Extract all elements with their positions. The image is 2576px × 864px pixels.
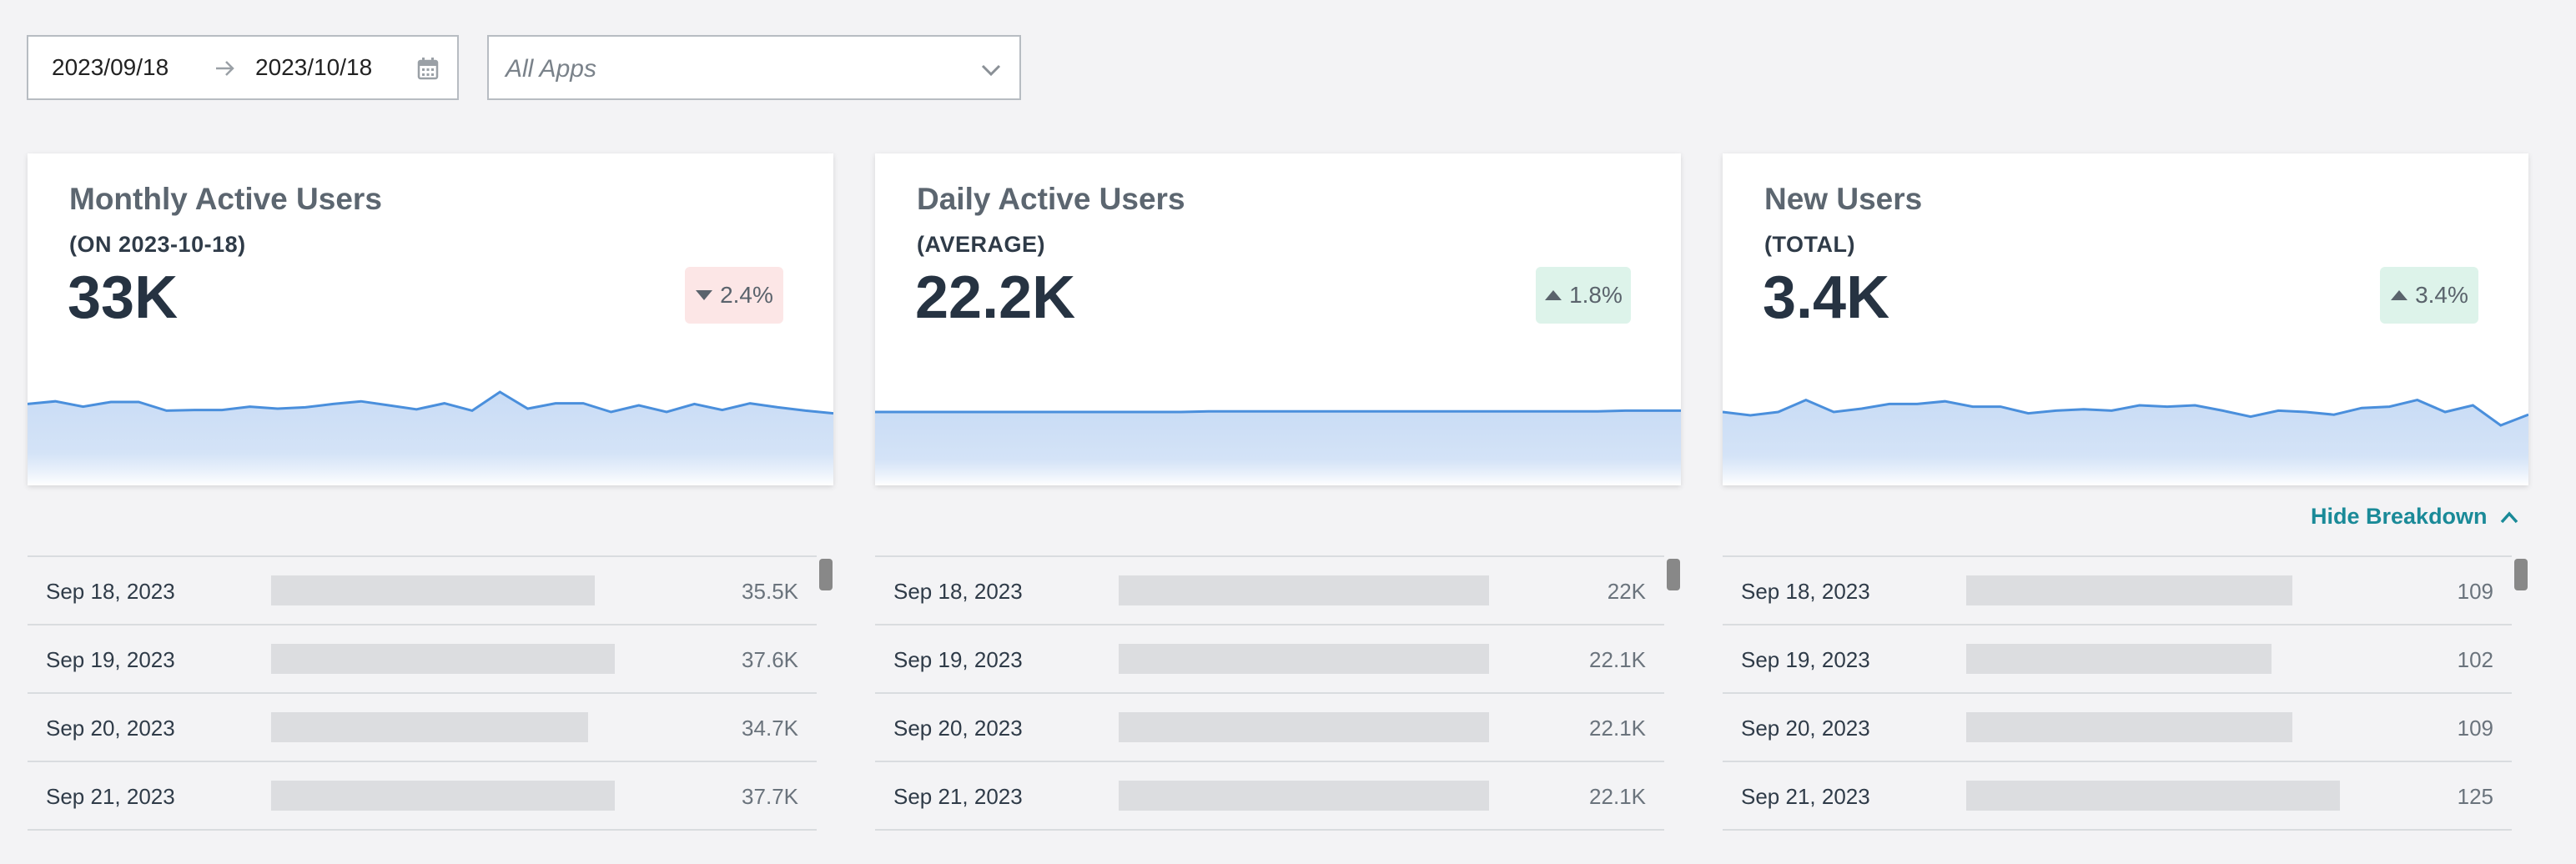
row-value: 37.6K xyxy=(742,647,798,672)
row-date: Sep 20, 2023 xyxy=(893,716,1023,741)
row-bar xyxy=(1119,644,1489,674)
breakdown-row: Sep 20, 2023 34.7K xyxy=(28,692,817,761)
row-value: 125 xyxy=(2457,784,2493,809)
row-value: 22.1K xyxy=(1589,716,1646,741)
change-badge: 1.8% xyxy=(1536,267,1631,324)
row-value: 22K xyxy=(1607,579,1646,604)
hide-breakdown-button[interactable]: Hide Breakdown xyxy=(2311,504,2519,530)
scrollbar-thumb[interactable] xyxy=(819,559,833,590)
row-date: Sep 19, 2023 xyxy=(893,647,1023,672)
sparkline-area xyxy=(875,410,1681,485)
change-value: 2.4% xyxy=(720,282,773,308)
row-bar xyxy=(1966,712,2292,742)
metric-card-monthly-active-users: Monthly Active Users (ON 2023-10-18) 33K… xyxy=(28,153,833,485)
row-value: 37.7K xyxy=(742,784,798,809)
sparkline-area xyxy=(28,392,833,485)
change-badge: 3.4% xyxy=(2380,267,2478,324)
sparkline-area xyxy=(1723,399,2528,485)
sparkline-chart xyxy=(1723,398,2528,485)
change-value: 1.8% xyxy=(1569,282,1623,308)
chevron-up-icon xyxy=(2500,510,2518,523)
row-bar xyxy=(1119,781,1489,811)
triangle-down-icon xyxy=(696,290,713,300)
row-bar xyxy=(1966,575,2292,605)
scrollbar-thumb[interactable] xyxy=(1667,559,1680,590)
card-subtitle: (AVERAGE) xyxy=(917,232,1046,257)
breakdown-row: Sep 18, 2023 109 xyxy=(1723,555,2512,624)
sparkline-line xyxy=(1723,398,2528,427)
row-date: Sep 20, 2023 xyxy=(46,716,175,741)
app-select-dropdown[interactable]: All Apps xyxy=(487,35,1021,100)
card-value: 22.2K xyxy=(915,264,1076,331)
sparkline-chart xyxy=(28,390,833,485)
row-bar xyxy=(1966,781,2340,811)
sparkline-chart xyxy=(875,409,1681,485)
breakdown-row: Sep 21, 2023 125 xyxy=(1723,761,2512,831)
row-date: Sep 19, 2023 xyxy=(1741,647,1870,672)
row-bar xyxy=(271,644,615,674)
card-title: New Users xyxy=(1764,182,1923,216)
triangle-up-icon xyxy=(2391,290,2408,300)
row-date: Sep 21, 2023 xyxy=(1741,784,1870,809)
row-value: 109 xyxy=(2457,716,2493,741)
arrow-right-icon xyxy=(216,61,234,76)
row-value: 22.1K xyxy=(1589,647,1646,672)
row-date: Sep 18, 2023 xyxy=(893,579,1023,604)
row-bar xyxy=(271,781,615,811)
end-date[interactable]: 2023/10/18 xyxy=(255,54,373,80)
scrollbar-thumb[interactable] xyxy=(2514,559,2528,590)
row-bar xyxy=(271,712,588,742)
card-subtitle: (TOTAL) xyxy=(1764,232,1855,257)
breakdown-row: Sep 18, 2023 22K xyxy=(875,555,1664,624)
row-value: 102 xyxy=(2457,647,2493,672)
card-title: Monthly Active Users xyxy=(69,182,382,216)
date-range-picker[interactable]: 2023/09/18 2023/10/18 xyxy=(27,35,459,100)
change-badge: 2.4% xyxy=(685,267,783,324)
breakdown-row: Sep 18, 2023 35.5K xyxy=(28,555,817,624)
breakdown-row: Sep 19, 2023 37.6K xyxy=(28,624,817,692)
app-select-value: All Apps xyxy=(506,55,596,83)
breakdown-row: Sep 21, 2023 37.7K xyxy=(28,761,817,831)
breakdown-row: Sep 19, 2023 22.1K xyxy=(875,624,1664,692)
breakdown-row: Sep 20, 2023 109 xyxy=(1723,692,2512,761)
triangle-up-icon xyxy=(1545,290,1562,300)
metric-card-new-users: New Users (TOTAL) 3.4K 3.4% xyxy=(1723,153,2528,485)
row-bar xyxy=(1119,712,1489,742)
card-title: Daily Active Users xyxy=(917,182,1185,216)
breakdown-list-monthly-active-users: Sep 18, 2023 35.5K Sep 19, 2023 37.6K Sep 20… xyxy=(28,555,817,831)
breakdown-row: Sep 21, 2023 22.1K xyxy=(875,761,1664,831)
hide-breakdown-label: Hide Breakdown xyxy=(2311,504,2488,529)
row-date: Sep 21, 2023 xyxy=(46,784,175,809)
calendar-icon[interactable] xyxy=(417,57,439,80)
card-value: 3.4K xyxy=(1763,264,1890,331)
row-value: 22.1K xyxy=(1589,784,1646,809)
breakdown-list-new-users: Sep 18, 2023 109 Sep 19, 2023 102 Sep 20, 20… xyxy=(1723,555,2512,831)
row-value: 35.5K xyxy=(742,579,798,604)
start-date[interactable]: 2023/09/18 xyxy=(52,54,169,80)
row-value: 109 xyxy=(2457,579,2493,604)
sparkline-line xyxy=(875,409,1681,414)
row-bar xyxy=(1119,575,1489,605)
row-date: Sep 18, 2023 xyxy=(1741,579,1870,604)
breakdown-row: Sep 19, 2023 102 xyxy=(1723,624,2512,692)
change-value: 3.4% xyxy=(2415,282,2468,308)
row-bar xyxy=(271,575,595,605)
chevron-down-icon xyxy=(981,64,1001,77)
card-value: 33K xyxy=(68,264,179,331)
card-subtitle: (ON 2023-10-18) xyxy=(69,232,246,257)
row-bar xyxy=(1966,644,2272,674)
row-date: Sep 21, 2023 xyxy=(893,784,1023,809)
breakdown-list-daily-active-users: Sep 18, 2023 22K Sep 19, 2023 22.1K Sep 20, … xyxy=(875,555,1664,831)
row-date: Sep 18, 2023 xyxy=(46,579,175,604)
metric-card-daily-active-users: Daily Active Users (AVERAGE) 22.2K 1.8% xyxy=(875,153,1681,485)
breakdown-row: Sep 20, 2023 22.1K xyxy=(875,692,1664,761)
row-date: Sep 20, 2023 xyxy=(1741,716,1870,741)
row-date: Sep 19, 2023 xyxy=(46,647,175,672)
row-value: 34.7K xyxy=(742,716,798,741)
sparkline-line xyxy=(28,390,833,415)
